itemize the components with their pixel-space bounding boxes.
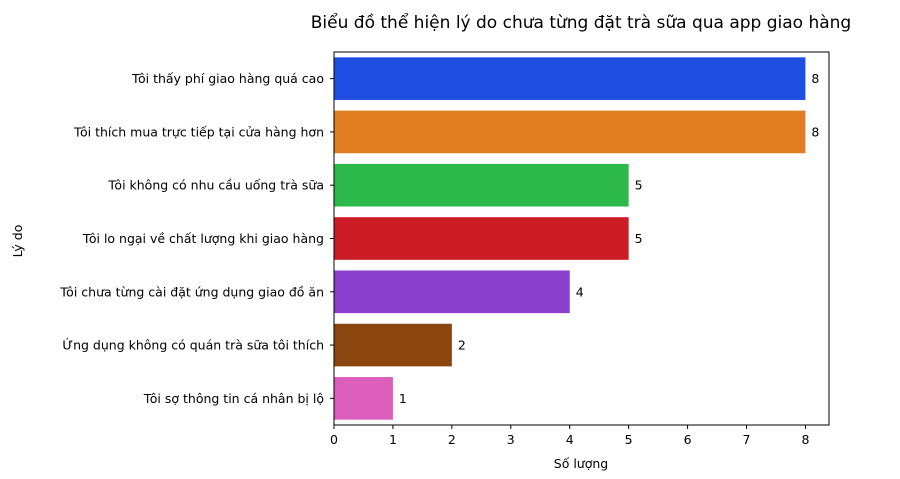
x-tick-label: 4: [566, 432, 574, 447]
bar-6: [334, 323, 452, 367]
y-tick-label: Tôi lo ngại về chất lượng khi giao hàng: [82, 231, 324, 246]
y-axis-label: Lý do: [10, 225, 25, 258]
x-tick-label: 6: [684, 432, 692, 447]
x-axis-label: Số lượng: [554, 456, 608, 471]
plot-frame: [333, 51, 830, 426]
x-tick-label: 0: [330, 432, 338, 447]
x-axis-ticks: 0 1 2 3 4 5 6 7 8: [330, 425, 809, 447]
bar-2: [334, 110, 806, 154]
x-tick-label: 7: [743, 432, 751, 447]
bar-1: [334, 57, 806, 100]
bar-7: [334, 377, 393, 420]
y-tick-label: Tôi chưa từng cài đặt ứng dụng giao đồ ă…: [59, 284, 324, 299]
x-tick-label: 2: [448, 432, 456, 447]
x-tick-label: 8: [801, 432, 809, 447]
y-tick-label: Tôi thích mua trực tiếp tại cửa hàng hơn: [73, 124, 324, 139]
x-tick-label: 5: [625, 432, 633, 447]
chart-title: Biểu đồ thể hiện lý do chưa từng đặt trà…: [311, 12, 851, 33]
y-tick-label: Tôi không có nhu cầu uống trà sữa: [107, 178, 324, 193]
x-tick-label: 3: [507, 432, 515, 447]
bar-value-label: 1: [399, 391, 407, 406]
bar-4: [334, 217, 629, 260]
bar-3: [334, 163, 629, 207]
y-tick-label: Tôi sợ thông tin cá nhân bị lộ: [143, 391, 324, 406]
y-tick-label: Tôi thấy phí giao hàng quá cao: [131, 71, 324, 86]
bar-value-label: 2: [458, 338, 466, 353]
y-axis-ticks: Tôi thấy phí giao hàng quá cao Tôi thích …: [59, 71, 334, 406]
bar-value-label: 8: [811, 71, 819, 86]
bar-value-label: 4: [576, 284, 584, 299]
bar-value-label: 8: [811, 124, 819, 139]
bar-value-label: 5: [635, 231, 643, 246]
bar-value-label: 5: [635, 178, 643, 193]
bars-group: 8 8 5 5 4 2 1: [334, 57, 819, 420]
x-tick-label: 1: [389, 432, 397, 447]
y-tick-label: Ứng dụng không có quán trà sữa tôi thích: [62, 338, 324, 353]
bar-5: [334, 270, 570, 314]
